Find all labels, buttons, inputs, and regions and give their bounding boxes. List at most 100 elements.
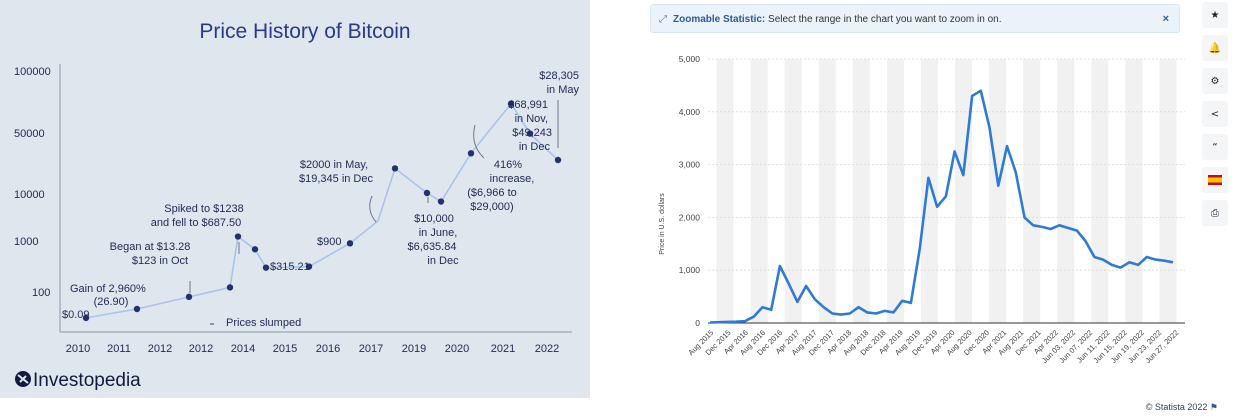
price-point	[346, 240, 354, 247]
background-band	[1091, 59, 1109, 323]
xtick-2016: 2016	[316, 343, 340, 355]
credit-text: © Statista 2022	[1145, 402, 1208, 412]
annotation-2016: $900	[317, 236, 341, 248]
ytick-10000: 10000	[14, 189, 45, 201]
price-point	[234, 233, 242, 240]
background-band	[716, 59, 734, 323]
price-point	[82, 314, 90, 322]
price-point	[262, 264, 270, 271]
star-icon[interactable]: ★	[1202, 2, 1228, 28]
annotation-2021: $68,991	[508, 99, 548, 111]
xtick-2021: 2021	[491, 343, 515, 355]
price-point	[554, 156, 562, 164]
price-point	[391, 165, 399, 172]
annotation-2013: and fell to $687.50	[151, 217, 242, 229]
price-point	[467, 150, 475, 157]
xtick-2015: 2015	[273, 343, 297, 355]
banner-label: Zoomable Statistic:	[673, 14, 766, 25]
xtick-2020: 2020	[445, 343, 469, 355]
annotation-arrow	[473, 124, 485, 159]
price-point	[251, 246, 259, 253]
annotation-gain: (26.90)	[94, 296, 129, 308]
close-icon[interactable]: ×	[1162, 13, 1169, 25]
statista-chart-panel: ⤢ Zoomable Statistic: Select the range in…	[638, 0, 1240, 417]
xtick-2011: 2011	[107, 343, 131, 355]
background-band	[920, 59, 938, 323]
annotation-slump: Prices slumped	[226, 317, 301, 329]
annotation-2012: Began at $13.28	[110, 241, 191, 253]
annotation-2020: 416%	[494, 159, 522, 171]
price-point	[423, 189, 431, 197]
annotation-2013: Spiked to $1238	[164, 203, 244, 215]
annotation-arrow	[369, 195, 377, 223]
annotation-2021: in Dec	[519, 141, 551, 153]
y-tick-label: 2,000	[679, 212, 701, 222]
xtick-2014: 2014	[231, 343, 255, 355]
annotation-2017: $19,345 in Dec	[299, 173, 373, 185]
print-icon[interactable]: ⎙	[1202, 200, 1228, 226]
y-tick-label: 4,000	[679, 107, 701, 117]
flag-spain-icon[interactable]	[1202, 167, 1228, 193]
chart-title: Price History of Bitcoin	[199, 20, 410, 43]
background-band	[1159, 59, 1177, 323]
quote-icon[interactable]: “	[1202, 134, 1228, 160]
expand-icon: ⤢	[659, 14, 667, 25]
investopedia-chart-panel: Price History of Bitcoin 100000 50000 10…	[0, 0, 590, 398]
ytick-1000: 1000	[14, 236, 38, 248]
annotation-2018: $6,635.84	[408, 241, 457, 253]
annotation-2018: in June,	[419, 227, 458, 239]
bell-icon[interactable]: 🔔	[1202, 35, 1228, 61]
annotation-start: $0.09	[62, 309, 90, 321]
price-point	[133, 305, 141, 313]
annotation-2020: increase,	[490, 173, 535, 185]
background-band	[989, 59, 1007, 323]
brand-name: Investopedia	[33, 370, 141, 391]
price-point	[526, 130, 534, 137]
xtick-2019: 2019	[402, 343, 426, 355]
ytick-50000: 50000	[14, 128, 45, 140]
xtick-2012b: 2012	[189, 343, 213, 355]
background-band	[852, 59, 870, 323]
annotation-2020: ($6,966 to	[467, 187, 517, 199]
flag-icon: ⚑	[1209, 402, 1218, 412]
y-tick-label: 0	[695, 318, 700, 328]
ytick-100000: 100000	[14, 66, 51, 78]
price-point	[185, 293, 193, 301]
toolbar: ★ 🔔 ⚙ < “ ⎙	[1194, 0, 1236, 233]
investopedia-logo: Investopedia	[15, 370, 141, 391]
price-point	[507, 100, 515, 107]
annotation-2017: $2000 in May,	[300, 159, 368, 171]
y-axis-label: Price in U.S. dollars	[659, 193, 666, 255]
annotation-gain: Gain of 2,960%	[70, 283, 146, 295]
annotation-2022: in May	[547, 84, 580, 96]
ytick-100: 100	[32, 287, 50, 299]
zoom-banner: ⤢ Zoomable Statistic: Select the range in…	[650, 4, 1180, 33]
annotation-2022: $28,305	[539, 70, 579, 82]
background-band	[818, 59, 836, 323]
annotation-2015: $315.21	[270, 261, 310, 273]
share-icon[interactable]: <	[1202, 101, 1228, 127]
background-band	[886, 59, 904, 323]
price-line[interactable]	[709, 89, 1174, 324]
gear-icon[interactable]: ⚙	[1202, 68, 1228, 94]
price-point	[437, 198, 445, 205]
background-band	[784, 59, 802, 323]
y-tick-label: 1,000	[679, 265, 701, 275]
background-band	[955, 59, 973, 323]
y-tick-label: 5,000	[679, 54, 701, 64]
price-point	[226, 284, 234, 291]
annotation-2018: $10,000	[414, 213, 454, 225]
background-band	[750, 59, 768, 323]
annotation-2021: $49,243	[512, 127, 552, 139]
statista-credit[interactable]: © Statista 2022 ⚑	[1146, 402, 1218, 413]
xtick-2017: 2017	[359, 343, 383, 355]
xtick-2012a: 2012	[148, 343, 172, 355]
xtick-2010: 2010	[66, 343, 90, 355]
annotation-2020: $29,000)	[470, 201, 513, 213]
bitcoin-history-chart: Price History of Bitcoin 100000 50000 10…	[14, 20, 580, 391]
xtick-2022: 2022	[535, 343, 559, 355]
price-point	[305, 263, 313, 270]
banner-text: Select the range in the chart you want t…	[768, 14, 1002, 25]
background-band	[1125, 59, 1143, 323]
